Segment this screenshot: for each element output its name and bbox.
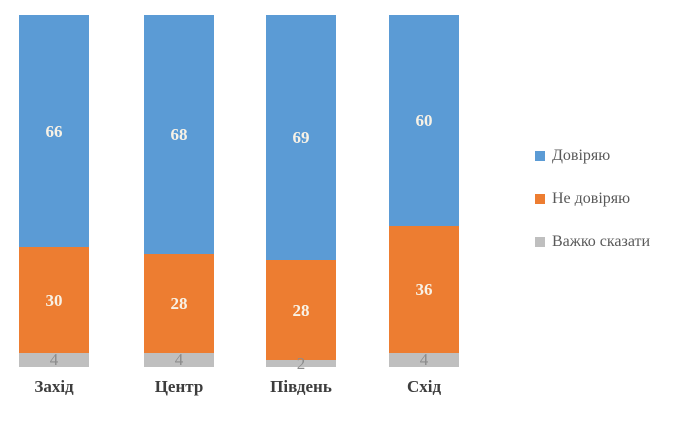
bar-value-label: 68 [170, 125, 188, 145]
legend-item-trust: Довіряю [535, 146, 650, 165]
bar-value-label: 4 [419, 350, 429, 370]
bar-value-label: 28 [292, 300, 310, 320]
legend-swatch-hard-to-say [535, 236, 545, 247]
legend-swatch-trust [535, 150, 545, 161]
category-label: Схід [406, 377, 442, 396]
bar-segment: 2 [266, 355, 336, 372]
legend-item-no-trust: Не довіряю [535, 189, 650, 208]
bar-segment: 4 [389, 350, 459, 370]
bar-segment: 60 [389, 15, 459, 227]
bar-segment: 36 [389, 226, 459, 353]
bar-segment: 66 [19, 15, 89, 248]
plot-area: 66 30 4 Захід 68 28 4 Центр 69 28 2 Південь 60 36 4 Схі… [19, 15, 459, 396]
bar-value-label: 60 [415, 111, 433, 131]
legend-label-no-trust: Не довіряю [552, 190, 631, 207]
bar-segment: 68 [144, 15, 214, 255]
bar-segment: 4 [144, 350, 214, 370]
bar-value-label: 30 [45, 290, 63, 310]
legend-swatch-no-trust [535, 193, 545, 204]
legend-label-hard-to-say: Важко сказати [552, 233, 651, 250]
category-label: Захід [34, 377, 74, 396]
bar-value-label: 2 [296, 353, 306, 373]
category-label: Південь [270, 377, 332, 396]
bar-value-label: 36 [415, 280, 433, 300]
bar-segment: 4 [19, 350, 89, 370]
bar-segment: 28 [144, 254, 214, 353]
bar-value-label: 4 [174, 350, 184, 370]
bar-segment: 69 [266, 15, 336, 261]
bar-segment: 30 [19, 247, 89, 353]
bar-segment: 28 [266, 260, 336, 360]
bar-value-label: 4 [49, 350, 59, 370]
bar-value-label: 28 [170, 294, 188, 314]
legend-label-trust: Довіряю [552, 147, 611, 164]
legend: Довіряю Не довіряю Важко сказати [535, 146, 650, 251]
bar-value-label: 69 [292, 128, 310, 148]
category-label: Центр [154, 377, 204, 396]
legend-item-hard-to-say: Важко сказати [535, 232, 650, 251]
bar-value-label: 66 [45, 121, 63, 141]
